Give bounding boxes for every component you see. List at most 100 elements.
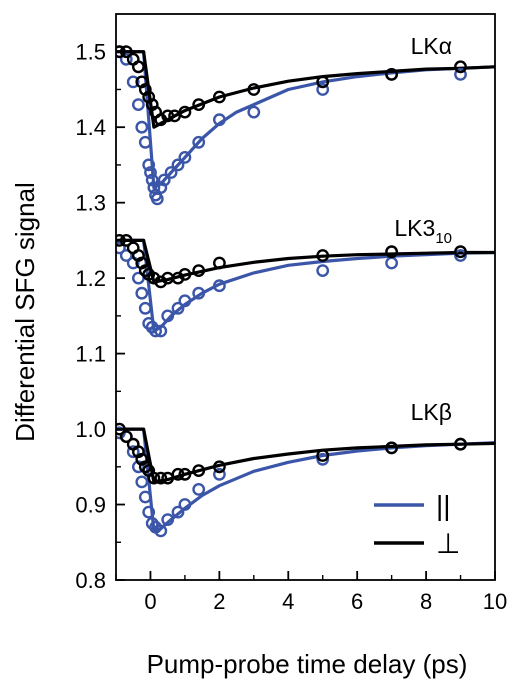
data-point-panel0-series0-22 bbox=[454, 68, 467, 81]
data-point-panel1-series1-11 bbox=[178, 267, 192, 281]
x-tick-label-2: 4 bbox=[282, 589, 294, 614]
data-point-panel0-series0-14 bbox=[164, 166, 178, 179]
data-point-panel0-series1-10 bbox=[161, 109, 175, 123]
data-point-panel1-series1-15 bbox=[385, 245, 398, 259]
data-point-panel1-series0-1 bbox=[119, 249, 133, 262]
y-tick-label-7: 1.5 bbox=[75, 40, 106, 65]
data-point-panel1-series0-0 bbox=[116, 241, 126, 255]
data-point-panel2-series1-12 bbox=[192, 464, 206, 477]
data-point-panel2-series1-11 bbox=[178, 467, 192, 481]
x-tick-label-5: 10 bbox=[483, 589, 507, 614]
data-point-panel0-series0-6 bbox=[142, 158, 156, 172]
data-point-panel2-series1-15 bbox=[385, 441, 398, 455]
data-point-panel2-series0-12 bbox=[178, 498, 192, 511]
data-point-panel0-series0-11 bbox=[150, 192, 164, 206]
x-tick-label-1: 2 bbox=[213, 589, 225, 614]
data-point-panel2-series0-15 bbox=[316, 452, 330, 466]
data-point-panel0-series0-15 bbox=[171, 158, 185, 172]
data-point-panel0-series0-20 bbox=[316, 83, 330, 96]
data-point-panel2-series1-3 bbox=[131, 445, 145, 459]
x-tick-label-3: 6 bbox=[351, 589, 363, 614]
data-point-panel2-series1-8 bbox=[154, 471, 168, 485]
data-point-panel2-series0-5 bbox=[138, 490, 152, 504]
data-point-panel2-series0-9 bbox=[154, 524, 168, 538]
data-point-panel2-series1-4 bbox=[135, 452, 149, 466]
y-axis-title: Differential SFG signal bbox=[10, 182, 40, 442]
data-point-panel1-series1-10 bbox=[171, 271, 185, 285]
y-tick-label-6: 1.4 bbox=[75, 115, 106, 140]
data-point-panel2-series1-16 bbox=[454, 437, 467, 451]
data-point-panel2-series0-4 bbox=[135, 475, 149, 489]
data-point-panel1-series1-3 bbox=[131, 249, 145, 262]
plot-area bbox=[116, 45, 495, 538]
panel-label-sub-1: 10 bbox=[435, 230, 452, 247]
legend: || ⊥ bbox=[374, 490, 460, 559]
plot-frame bbox=[115, 13, 496, 581]
data-point-panel0-series1-3 bbox=[131, 60, 145, 74]
y-tick-label-4: 1.2 bbox=[75, 266, 106, 291]
data-point-panel2-series0-10 bbox=[161, 513, 175, 526]
y-tick-label-3: 1.1 bbox=[75, 342, 106, 367]
fit-line-panel0-series1 bbox=[116, 50, 495, 129]
data-point-panel2-series1-14 bbox=[316, 449, 330, 462]
panel-label-suffix-2: β bbox=[439, 399, 452, 425]
data-point-panel2-series1-13 bbox=[212, 460, 226, 474]
data-point-panel1-series0-8 bbox=[149, 324, 163, 338]
data-point-panel0-series1-16 bbox=[316, 75, 330, 89]
data-point-panel1-series1-1 bbox=[119, 233, 133, 247]
data-point-panel1-series0-14 bbox=[212, 279, 226, 293]
data-point-panel0-series0-16 bbox=[178, 150, 192, 164]
data-point-panel0-series1-5 bbox=[138, 83, 152, 96]
x-axis-title: Pump-probe time delay (ps) bbox=[147, 649, 468, 679]
panel-label-1: LK310 bbox=[394, 215, 452, 247]
data-point-panel2-series0-11 bbox=[171, 505, 185, 519]
data-point-panel0-series1-17 bbox=[385, 68, 398, 81]
data-point-panel0-series1-7 bbox=[145, 98, 159, 112]
data-point-panel1-series1-14 bbox=[316, 249, 330, 262]
data-point-panel0-series1-18 bbox=[454, 60, 467, 74]
data-point-panel0-series0-7 bbox=[144, 166, 157, 179]
data-point-panel0-series0-2 bbox=[126, 75, 140, 89]
data-point-panel2-series1-10 bbox=[171, 467, 185, 481]
data-point-panel1-series0-15 bbox=[316, 264, 330, 277]
y-tick-label-0: 0.8 bbox=[75, 568, 106, 593]
data-point-panel1-series1-13 bbox=[212, 256, 226, 270]
data-point-panel1-series0-10 bbox=[161, 309, 175, 323]
data-point-panel1-series0-9 bbox=[154, 324, 168, 338]
data-point-panel2-series1-1 bbox=[119, 430, 133, 443]
data-point-panel0-series0-19 bbox=[247, 105, 261, 119]
data-point-panel1-series0-5 bbox=[138, 301, 152, 315]
data-point-panel0-series0-5 bbox=[138, 135, 152, 149]
x-tick-label-0: 0 bbox=[144, 589, 156, 614]
legend-symbol-1: ⊥ bbox=[436, 528, 460, 559]
data-point-panel0-series0-18 bbox=[212, 113, 226, 127]
data-point-panel0-series0-17 bbox=[192, 135, 206, 149]
data-point-panel2-series0-14 bbox=[212, 467, 226, 481]
panel-label-main-1: LK3 bbox=[394, 215, 435, 241]
data-layer bbox=[116, 45, 495, 538]
data-point-panel0-series0-4 bbox=[135, 120, 149, 134]
panel-label-suffix-0: α bbox=[439, 33, 452, 59]
panel-label-2: LKβ bbox=[411, 399, 452, 425]
data-point-panel1-series0-12 bbox=[178, 294, 192, 308]
data-point-panel0-series1-13 bbox=[192, 98, 206, 112]
data-point-panel0-series1-14 bbox=[212, 90, 226, 104]
data-point-panel1-series1-0 bbox=[116, 234, 126, 247]
data-point-panel1-series1-16 bbox=[454, 245, 467, 259]
y-tick-label-2: 1.0 bbox=[75, 417, 106, 442]
data-point-panel1-series0-11 bbox=[171, 301, 185, 315]
data-point-panel1-series0-4 bbox=[135, 286, 149, 300]
data-point-panel0-series1-15 bbox=[247, 83, 261, 96]
data-point-panel0-series0-12 bbox=[154, 181, 168, 195]
data-point-panel0-series0-9 bbox=[147, 181, 161, 195]
data-point-panel1-series0-17 bbox=[454, 249, 467, 262]
x-tick-label-4: 8 bbox=[420, 589, 432, 614]
y-tick-label-5: 1.3 bbox=[75, 191, 106, 216]
panel-label-main-0: LK bbox=[411, 33, 440, 59]
data-point-panel2-series1-7 bbox=[147, 471, 161, 485]
panel-label-0: LKα bbox=[411, 33, 452, 59]
